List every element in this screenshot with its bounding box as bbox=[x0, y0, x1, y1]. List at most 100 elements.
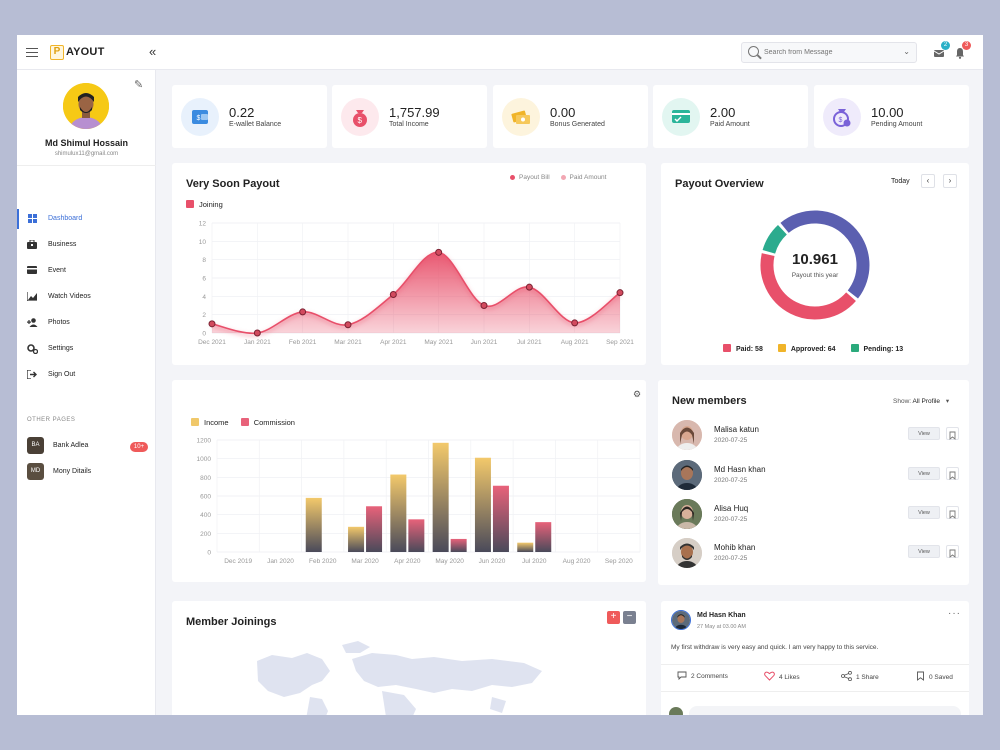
legend-square bbox=[777, 344, 786, 352]
search-icon bbox=[748, 46, 759, 57]
view-button[interactable]: View bbox=[908, 545, 940, 558]
y-tick-label: 1000 bbox=[197, 456, 212, 463]
sidebar-item-sign-out[interactable]: Sign Out bbox=[17, 365, 156, 385]
sidebar-item-settings[interactable]: Settings bbox=[17, 339, 156, 359]
view-button[interactable]: View bbox=[908, 467, 940, 480]
new-members-card: New members Show: All Profile ▾ Malisa k… bbox=[658, 380, 969, 585]
data-point bbox=[616, 289, 624, 297]
income-bar bbox=[390, 474, 407, 552]
notifications-icon[interactable]: 3 bbox=[954, 41, 971, 59]
commission-bar bbox=[492, 485, 509, 552]
filter-label: Show: bbox=[893, 398, 912, 405]
sidebar-divider bbox=[17, 165, 156, 166]
view-button[interactable]: View bbox=[908, 506, 940, 519]
income-bar bbox=[432, 442, 449, 552]
y-tick-label: 0 bbox=[202, 331, 206, 338]
messages-badge: 2 bbox=[941, 41, 950, 50]
grid-icon bbox=[27, 214, 37, 224]
sidebar-item-watch-videos[interactable]: Watch Videos bbox=[17, 287, 156, 307]
bookmark-icon[interactable] bbox=[946, 427, 959, 440]
member-date: 2020-07-25 bbox=[714, 477, 748, 484]
likes-button[interactable]: 4 Likes bbox=[764, 671, 800, 681]
sidebar-item-dashboard[interactable]: Dashboard bbox=[17, 209, 156, 229]
legend-pending: Pending: 13 bbox=[863, 346, 904, 353]
income-bar bbox=[517, 542, 534, 552]
other-page-item[interactable]: BA Bank Adlea 10+ bbox=[27, 437, 152, 455]
member-date: 2020-07-25 bbox=[714, 555, 748, 562]
card-title: Very Soon Payout bbox=[186, 178, 280, 190]
author-avatar[interactable] bbox=[671, 610, 691, 630]
member-avatar bbox=[672, 460, 702, 490]
user-name: Md Shimul Hossain bbox=[44, 138, 128, 148]
y-tick-label: 400 bbox=[200, 512, 211, 519]
bar-legend: Income Commission bbox=[191, 418, 295, 427]
likes-label: 4 Likes bbox=[779, 674, 800, 681]
sidebar-item-event[interactable]: Event bbox=[17, 261, 156, 281]
member-avatar bbox=[672, 499, 702, 529]
stat-card-bonus: 0.00 Bonus Generated bbox=[493, 85, 648, 148]
stat-value: 0.22 bbox=[229, 105, 255, 120]
donut-segment bbox=[780, 210, 870, 299]
member-name: Alisa Huq bbox=[714, 504, 749, 513]
area-chart: 0 2 4 6 8 10 12 Dec 2021 Jan 2021 Feb 2021 Mar 202… bbox=[198, 221, 634, 347]
view-button[interactable]: View bbox=[908, 427, 940, 440]
caret-down-icon: ▾ bbox=[945, 398, 950, 405]
zoom-in-button[interactable]: + bbox=[607, 611, 620, 624]
logo-icon: P bbox=[50, 45, 64, 60]
x-tick-label: Apr 2021 bbox=[380, 339, 407, 346]
app-window: P AYOUT « ⌄ 2 3 ✎ Md bbox=[17, 35, 983, 715]
profile-filter[interactable]: Show: All Profile ▾ bbox=[893, 397, 949, 405]
y-tick-label: 1200 bbox=[197, 438, 212, 445]
legend-paid: Paid: 58 bbox=[736, 346, 763, 353]
x-tick-label: Apr 2020 bbox=[394, 558, 421, 565]
comments-button[interactable]: 2 Comments bbox=[677, 671, 728, 681]
share-button[interactable]: 1 Share bbox=[841, 670, 879, 682]
bookmark-icon bbox=[917, 671, 924, 681]
bookmark-icon[interactable] bbox=[946, 506, 959, 519]
x-tick-label: Jul 2021 bbox=[517, 339, 542, 346]
comment-input[interactable] bbox=[689, 706, 961, 715]
period-filter[interactable]: Today bbox=[891, 178, 910, 185]
user-avatar[interactable] bbox=[63, 83, 109, 129]
member-name: Md Hasn khan bbox=[714, 465, 766, 474]
save-button[interactable]: 0 Saved bbox=[916, 671, 953, 681]
payment-card-icon bbox=[662, 98, 700, 136]
count-badge: 10+ bbox=[130, 442, 148, 452]
settings-gear-icon[interactable]: ⚙ bbox=[633, 389, 642, 399]
bookmark-icon[interactable] bbox=[946, 467, 959, 480]
bookmark-icon[interactable] bbox=[946, 545, 959, 558]
y-tick-label: 4 bbox=[202, 294, 206, 301]
member-avatar bbox=[672, 420, 702, 450]
post-author[interactable]: Md Hasn Khan bbox=[697, 612, 746, 619]
data-point bbox=[389, 291, 397, 298]
user-plus-icon bbox=[27, 318, 38, 328]
edit-profile-icon[interactable]: ✎ bbox=[134, 79, 144, 91]
menu-icon[interactable] bbox=[26, 48, 38, 57]
post-divider bbox=[661, 691, 969, 692]
zoom-out-button[interactable]: − bbox=[623, 611, 636, 624]
svg-text:$: $ bbox=[358, 116, 363, 125]
other-page-item[interactable]: MD Mony Ditails bbox=[27, 463, 152, 481]
x-tick-label: Aug 2021 bbox=[561, 339, 589, 346]
income-bar bbox=[348, 526, 365, 552]
commenter-avatar bbox=[669, 707, 683, 715]
search-input[interactable] bbox=[764, 45, 894, 60]
messages-icon[interactable]: 2 bbox=[933, 41, 950, 58]
donut-chart bbox=[760, 210, 870, 320]
next-arrow-icon[interactable]: › bbox=[943, 174, 957, 188]
more-options-icon[interactable]: ··· bbox=[948, 608, 961, 619]
legend-joining: Joining bbox=[199, 200, 223, 209]
sidebar-item-photos[interactable]: Photos bbox=[17, 313, 156, 333]
y-tick-label: 6 bbox=[202, 276, 206, 283]
chevron-down-icon[interactable]: ⌄ bbox=[903, 47, 910, 56]
stat-card-paid: 2.00 Paid Amount bbox=[653, 85, 808, 148]
donut-center-label: Payout this year bbox=[791, 272, 839, 279]
svg-text:$: $ bbox=[839, 117, 843, 124]
world-map bbox=[257, 641, 542, 715]
collapse-sidebar-icon[interactable]: « bbox=[149, 44, 157, 59]
payout-legend: Payout Bill Paid Amount bbox=[510, 174, 606, 181]
stat-label: Pending Amount bbox=[871, 121, 923, 128]
prev-arrow-icon[interactable]: ‹ bbox=[921, 174, 935, 188]
sidebar-item-business[interactable]: Business bbox=[17, 235, 156, 255]
search-box[interactable]: ⌄ bbox=[741, 42, 917, 63]
